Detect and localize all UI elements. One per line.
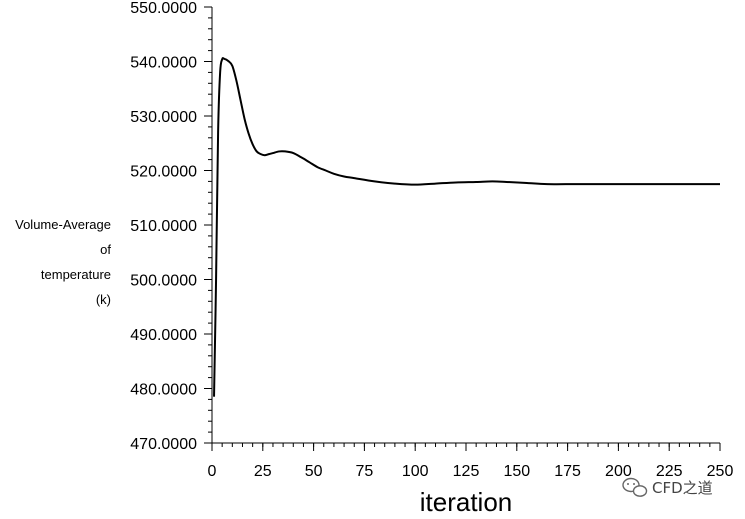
series-line-0 (213, 57, 720, 397)
watermark: CFD之道 (622, 477, 713, 497)
y-tick-label: 490.0000 (130, 327, 197, 344)
series-group (213, 57, 720, 397)
y-tick-label: 510.0000 (130, 218, 197, 235)
x-tick-label: 75 (356, 463, 374, 480)
y-tick-label: 550.0000 (130, 0, 197, 17)
y-axis-label-line-1: Volume-Average (15, 217, 111, 232)
y-tick-label: 480.0000 (130, 382, 197, 399)
x-tick-label: 25 (254, 463, 272, 480)
y-tick-label: 520.0000 (130, 164, 197, 181)
x-tick-label: 175 (554, 463, 581, 480)
x-axis-ticks: 0 25 50 75 100 125 150 175 200 225 250 (208, 443, 734, 480)
x-tick-label: 0 (208, 463, 217, 480)
x-tick-label: 150 (503, 463, 530, 480)
x-tick-label: 100 (402, 463, 429, 480)
x-tick-label: 225 (656, 463, 683, 480)
wechat-icon (622, 477, 648, 497)
x-tick-label: 250 (707, 463, 734, 480)
y-tick-label: 500.0000 (130, 273, 197, 290)
y-axis-label-line-4: (k) (96, 292, 111, 307)
x-axis-label: iteration (420, 487, 513, 517)
y-tick-label: 540.0000 (130, 55, 197, 72)
y-axis-label-line-3: temperature (41, 267, 111, 282)
y-axis-ticks: 470.0000 480.0000 490.0000 500.0000 510.0000… (130, 0, 212, 453)
x-tick-label: 200 (605, 463, 632, 480)
y-axis-label-line-2: of (100, 242, 111, 257)
x-tick-label: 125 (453, 463, 480, 480)
x-tick-label: 50 (305, 463, 323, 480)
y-axis-label: Volume-Average of temperature (k) (15, 217, 111, 307)
chart-axes (211, 7, 720, 444)
watermark-text: CFD之道 (652, 479, 713, 497)
y-tick-label: 470.0000 (130, 436, 197, 453)
y-tick-label: 530.0000 (130, 109, 197, 126)
